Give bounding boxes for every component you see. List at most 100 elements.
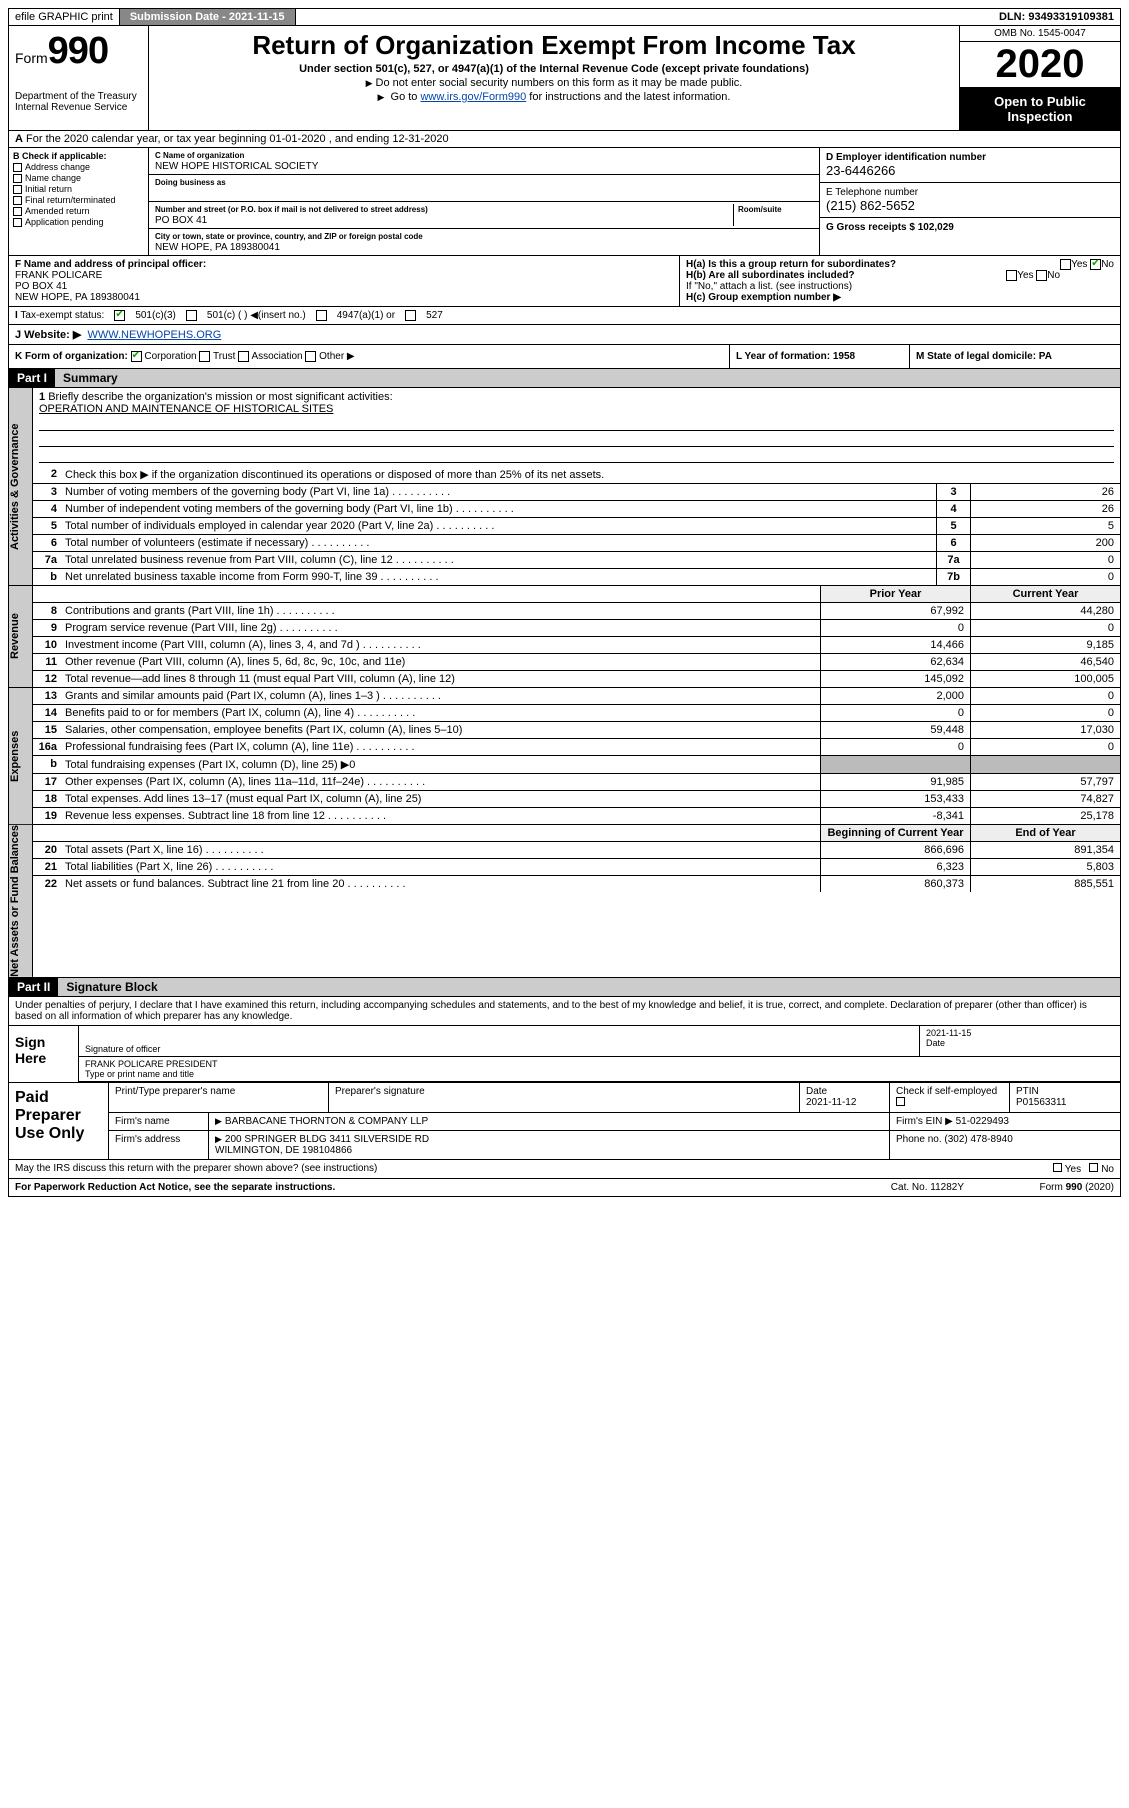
chk-self-employed[interactable] (896, 1097, 905, 1106)
note-post: for instructions and the latest informat… (526, 91, 730, 103)
r9p: 0 (820, 620, 970, 636)
gross-lbl: G Gross receipts $ 102,029 (826, 222, 954, 233)
ha-yes[interactable] (1060, 259, 1071, 270)
r19p: -8,341 (820, 808, 970, 824)
opt-527: 527 (426, 310, 443, 321)
l7b-text: Net unrelated business taxable income fr… (61, 569, 936, 585)
hb-yes[interactable] (1006, 270, 1017, 281)
hb-no[interactable] (1036, 270, 1047, 281)
r14p: 0 (820, 705, 970, 721)
officer-lbl: F Name and address of principal officer: (15, 259, 206, 270)
irs-link[interactable]: www.irs.gov/Form990 (420, 91, 526, 103)
opt-address: Address change (25, 162, 90, 172)
r18p: 153,433 (820, 791, 970, 807)
r17p: 91,985 (820, 774, 970, 790)
state-domicile: M State of legal domicile: PA (916, 351, 1052, 362)
firm-ein: Firm's EIN ▶ 51-0229493 (890, 1113, 1120, 1130)
top-bar: efile GRAPHIC print Submission Date - 20… (8, 8, 1121, 26)
l3-text: Number of voting members of the governin… (61, 484, 936, 500)
ha-text: H(a) Is this a group return for subordin… (686, 259, 896, 270)
city-lbl: City or town, state or province, country… (155, 232, 423, 241)
chk-trust[interactable] (199, 351, 210, 362)
ptin-val: P01563311 (1016, 1097, 1066, 1108)
street-addr: PO BOX 41 (155, 215, 207, 226)
discuss-q: May the IRS discuss this return with the… (15, 1163, 377, 1174)
firm-name: BARBACANE THORNTON & COMPANY LLP (209, 1113, 890, 1130)
r14c: 0 (970, 705, 1120, 721)
website-link[interactable]: WWW.NEWHOPEHS.ORG (87, 329, 221, 341)
org-name-lbl: C Name of organization (155, 151, 244, 160)
r22p: 860,373 (820, 876, 970, 892)
l16a: Professional fundraising fees (Part IX, … (61, 739, 820, 755)
l11: Other revenue (Part VIII, column (A), li… (61, 654, 820, 670)
chk-assoc[interactable] (238, 351, 249, 362)
chk-4947[interactable] (316, 310, 327, 321)
l4-text: Number of independent voting members of … (61, 501, 936, 517)
prep-date-lbl: Date (806, 1086, 827, 1097)
chk-corp[interactable] (131, 351, 142, 362)
hc-text: H(c) Group exemption number ▶ (686, 292, 841, 303)
r20c: 891,354 (970, 842, 1120, 858)
r13p: 2,000 (820, 688, 970, 704)
chk-other[interactable] (305, 351, 316, 362)
omb-number: OMB No. 1545-0047 (960, 26, 1120, 42)
sig-date-lbl: Date (926, 1038, 945, 1048)
note-ssn: Do not enter social security numbers on … (155, 77, 953, 89)
chk-final[interactable] (13, 196, 22, 205)
chk-address[interactable] (13, 163, 22, 172)
l19: Revenue less expenses. Subtract line 18 … (61, 808, 820, 824)
r17c: 57,797 (970, 774, 1120, 790)
l22: Net assets or fund balances. Subtract li… (61, 876, 820, 892)
chk-name[interactable] (13, 174, 22, 183)
l14: Benefits paid to or for members (Part IX… (61, 705, 820, 721)
tel-val: (215) 862-5652 (826, 198, 1114, 213)
l15: Salaries, other compensation, employee b… (61, 722, 820, 738)
opt-final: Final return/terminated (25, 195, 116, 205)
chk-527[interactable] (405, 310, 416, 321)
officer-addr2: NEW HOPE, PA 189380041 (15, 292, 140, 303)
ha-no[interactable] (1090, 259, 1101, 270)
part2-hdr: Part II (9, 978, 58, 996)
discuss-no[interactable] (1089, 1163, 1098, 1172)
opt-corp: Corporation (144, 351, 196, 362)
opt-trust: Trust (213, 351, 235, 362)
discuss-no-lbl: No (1101, 1164, 1114, 1175)
part2-title: Signature Block (58, 978, 1120, 996)
form-number: Form990 (15, 30, 142, 73)
form-prefix: Form (15, 50, 48, 66)
hb-text: H(b) Are all subordinates included? (686, 270, 855, 281)
l2-text: Check this box ▶ if the organization dis… (61, 466, 1120, 483)
prep-sig-lbl: Preparer's signature (329, 1083, 800, 1112)
chk-pending[interactable] (13, 218, 22, 227)
opt-501c3: 501(c)(3) (135, 310, 176, 321)
officer-name: FRANK POLICARE (15, 270, 102, 281)
l6-text: Total number of volunteers (estimate if … (61, 535, 936, 551)
l1-value: OPERATION AND MAINTENANCE OF HISTORICAL … (39, 403, 333, 415)
ein-lbl: D Employer identification number (826, 152, 986, 163)
chk-501c3[interactable] (114, 310, 125, 321)
opt-name: Name change (25, 173, 81, 183)
chk-amended[interactable] (13, 207, 22, 216)
addr-lbl: Number and street (or P.O. box if mail i… (155, 205, 428, 214)
chk-501c[interactable] (186, 310, 197, 321)
note-link: Go to www.irs.gov/Form990 for instructio… (155, 91, 953, 103)
sig-date: 2021-11-15 (926, 1028, 971, 1038)
officer-addr1: PO BOX 41 (15, 281, 67, 292)
tel-lbl: E Telephone number (826, 187, 918, 198)
open-inspection: Open to Public Inspection (960, 88, 1120, 130)
note-pre: Go to (391, 91, 421, 103)
r12c: 100,005 (970, 671, 1120, 687)
opt-initial: Initial return (25, 184, 72, 194)
form-org-lbl: K Form of organization: (15, 351, 128, 362)
paid-preparer-lbl: Paid Preparer Use Only (9, 1083, 109, 1159)
opt-501c: 501(c) ( ) ◀(insert no.) (207, 310, 306, 321)
hb-yes-lbl: Yes (1017, 270, 1033, 281)
opt-other: Other ▶ (319, 351, 354, 362)
chk-initial[interactable] (13, 185, 22, 194)
period-text: For the 2020 calendar year, or tax year … (26, 133, 449, 145)
firm-addr: 200 SPRINGER BLDG 3411 SILVERSIDE RD WIL… (209, 1131, 890, 1159)
discuss-yes[interactable] (1053, 1163, 1062, 1172)
opt-pending: Application pending (25, 217, 104, 227)
r16c: 0 (970, 739, 1120, 755)
submission-date-btn[interactable]: Submission Date - 2021-11-15 (120, 9, 296, 25)
